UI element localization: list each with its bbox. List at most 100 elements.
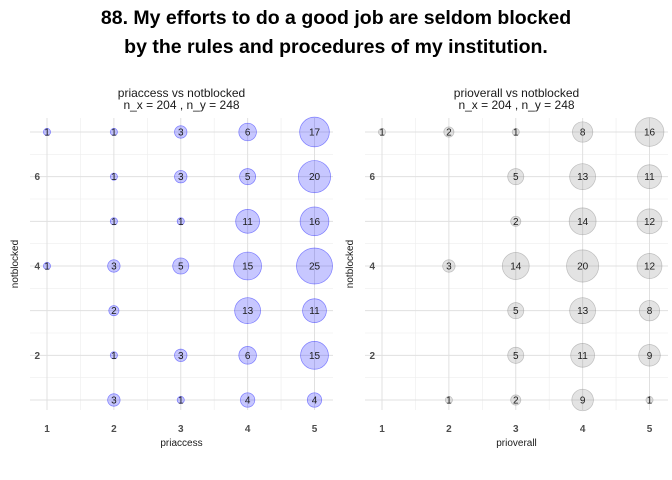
data-point: [109, 351, 118, 360]
data-point: [645, 396, 654, 404]
data-point: [108, 305, 120, 317]
figure-title-line-1: 88. My efforts to do a good job are seld…: [100, 7, 572, 29]
data-point: [638, 344, 661, 367]
data-point: [501, 252, 530, 280]
data-label: 9: [580, 396, 586, 407]
data-point: [569, 163, 596, 190]
data-point: [43, 262, 51, 270]
data-point: [240, 392, 256, 408]
data-label: 20: [577, 262, 589, 273]
data-point: [507, 302, 525, 320]
data-point: [235, 209, 260, 234]
data-label: 6: [245, 128, 251, 139]
data-label: 1: [111, 172, 117, 183]
data-point: [43, 128, 51, 136]
data-label: 1: [111, 217, 117, 228]
data-point: [174, 125, 188, 139]
x-tick-label: 5: [312, 424, 318, 435]
data-point: [571, 388, 594, 412]
data-label: 3: [446, 262, 452, 273]
data-label: 9: [647, 351, 653, 362]
y-tick-label: 2: [369, 351, 375, 362]
data-label: 1: [44, 262, 50, 273]
data-label: 13: [577, 306, 589, 317]
data-label: 15: [242, 262, 254, 273]
data-point: [299, 116, 330, 148]
data-point: [234, 297, 261, 324]
data-point: [109, 128, 118, 136]
data-point: [302, 298, 327, 323]
data-label: 3: [178, 128, 184, 139]
data-label: 1: [178, 396, 184, 407]
data-point: [174, 348, 188, 362]
y-tick-label: 4: [369, 262, 375, 273]
data-label: 25: [309, 262, 321, 273]
data-point: [174, 170, 188, 184]
panel-title: prioverall vs notblocked: [454, 86, 579, 100]
panel-title: priaccess vs notblocked: [118, 86, 245, 100]
x-tick-label: 4: [580, 424, 586, 435]
data-label: 4: [245, 396, 251, 407]
data-label: 20: [309, 172, 321, 183]
data-label: 1: [44, 128, 50, 139]
data-label: 3: [178, 351, 184, 362]
data-point: [566, 249, 600, 283]
data-point: [637, 164, 662, 189]
data-label: 1: [178, 217, 184, 228]
x-tick-label: 5: [647, 424, 653, 435]
data-point: [299, 206, 330, 237]
x-tick-label: 1: [44, 424, 50, 435]
data-label: 11: [644, 172, 655, 183]
data-point: [296, 247, 333, 285]
data-label: 14: [510, 262, 522, 273]
data-point: [443, 126, 455, 138]
data-point: [298, 160, 331, 194]
figure-title: 88. My efforts to do a good job are seld…: [0, 4, 672, 62]
x-axis-title: priaccess: [160, 438, 202, 449]
data-point: [306, 392, 323, 408]
data-label: 5: [245, 172, 251, 183]
data-point: [638, 300, 661, 322]
data-label: 13: [242, 306, 254, 317]
y-tick-label: 2: [34, 351, 40, 362]
data-label: 11: [309, 306, 320, 317]
data-point: [233, 251, 262, 281]
data-point: [444, 396, 453, 404]
data-point: [507, 168, 525, 186]
data-label: 2: [446, 128, 452, 139]
data-point: [378, 128, 386, 136]
data-label: 5: [178, 262, 184, 273]
data-label: 2: [513, 396, 519, 407]
y-tick-label: 6: [369, 172, 375, 183]
data-label: 3: [178, 172, 184, 183]
data-label: 4: [312, 396, 318, 407]
data-label: 3: [111, 396, 117, 407]
x-axis-title: prioverall: [496, 438, 537, 449]
x-tick-label: 3: [513, 424, 519, 435]
data-point: [109, 217, 118, 226]
data-label: 12: [644, 217, 656, 228]
y-tick-label: 6: [34, 172, 40, 183]
y-axis-title: notblocked: [10, 240, 21, 288]
data-point: [172, 257, 190, 275]
data-point: [568, 207, 597, 236]
x-tick-label: 4: [245, 424, 251, 435]
data-point: [636, 208, 663, 235]
panel-subtitle: n_x = 204 , n_y = 248: [458, 98, 574, 112]
data-point: [300, 341, 329, 370]
data-label: 1: [446, 396, 452, 407]
data-point: [634, 117, 665, 147]
data-label: 11: [242, 217, 253, 228]
data-point: [238, 122, 257, 142]
data-point: [510, 394, 522, 406]
data-point: [176, 396, 185, 404]
data-label: 16: [644, 128, 656, 139]
data-label: 8: [647, 306, 653, 317]
data-point: [107, 393, 121, 407]
x-tick-label: 3: [178, 424, 184, 435]
data-label: 1: [647, 396, 653, 407]
data-label: 11: [577, 351, 588, 362]
data-label: 5: [513, 351, 519, 362]
data-label: 2: [513, 217, 519, 228]
